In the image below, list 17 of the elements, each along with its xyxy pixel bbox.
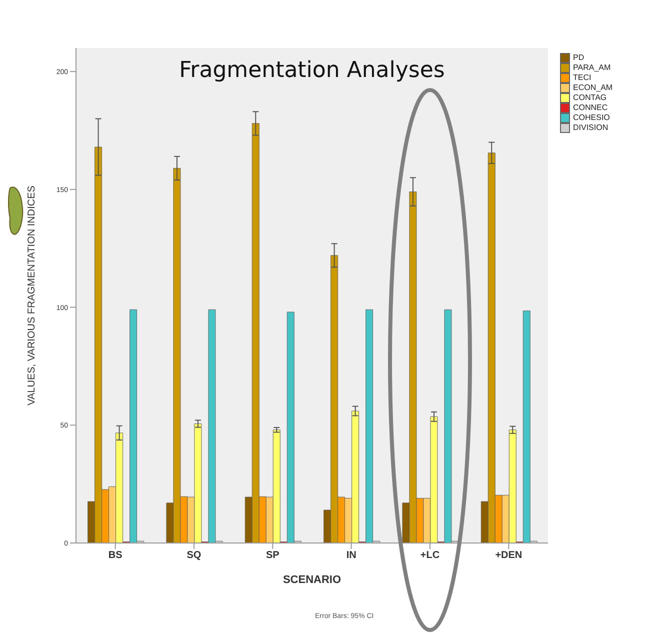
x-tick-label: SQ bbox=[186, 550, 202, 562]
legend-label: DIVISION bbox=[573, 123, 608, 133]
legend-label: PARA_AM bbox=[573, 63, 611, 73]
x-tick-label: IN bbox=[346, 550, 356, 562]
x-tick-label: SP bbox=[266, 550, 280, 562]
legend-label: CONNEC bbox=[573, 103, 608, 113]
legend-label: COHESIO bbox=[573, 113, 610, 123]
x-tick-label: +LC bbox=[420, 550, 440, 562]
x-tick-label: BS bbox=[108, 550, 123, 562]
text: Fragmentation Analyses bbox=[178, 58, 446, 83]
x-axis-title: SCENARIO bbox=[282, 574, 342, 586]
y-axis-title: VALUES, VARIOUS FRAGMENTATION INDICES bbox=[26, 185, 38, 406]
legend-label: ECON_AM bbox=[573, 83, 613, 93]
x-tick-label: +DEN bbox=[495, 550, 522, 562]
legend-label: CONTAG bbox=[573, 93, 607, 103]
legend-label: TECI bbox=[573, 73, 592, 83]
legend-label: PD bbox=[573, 53, 584, 63]
